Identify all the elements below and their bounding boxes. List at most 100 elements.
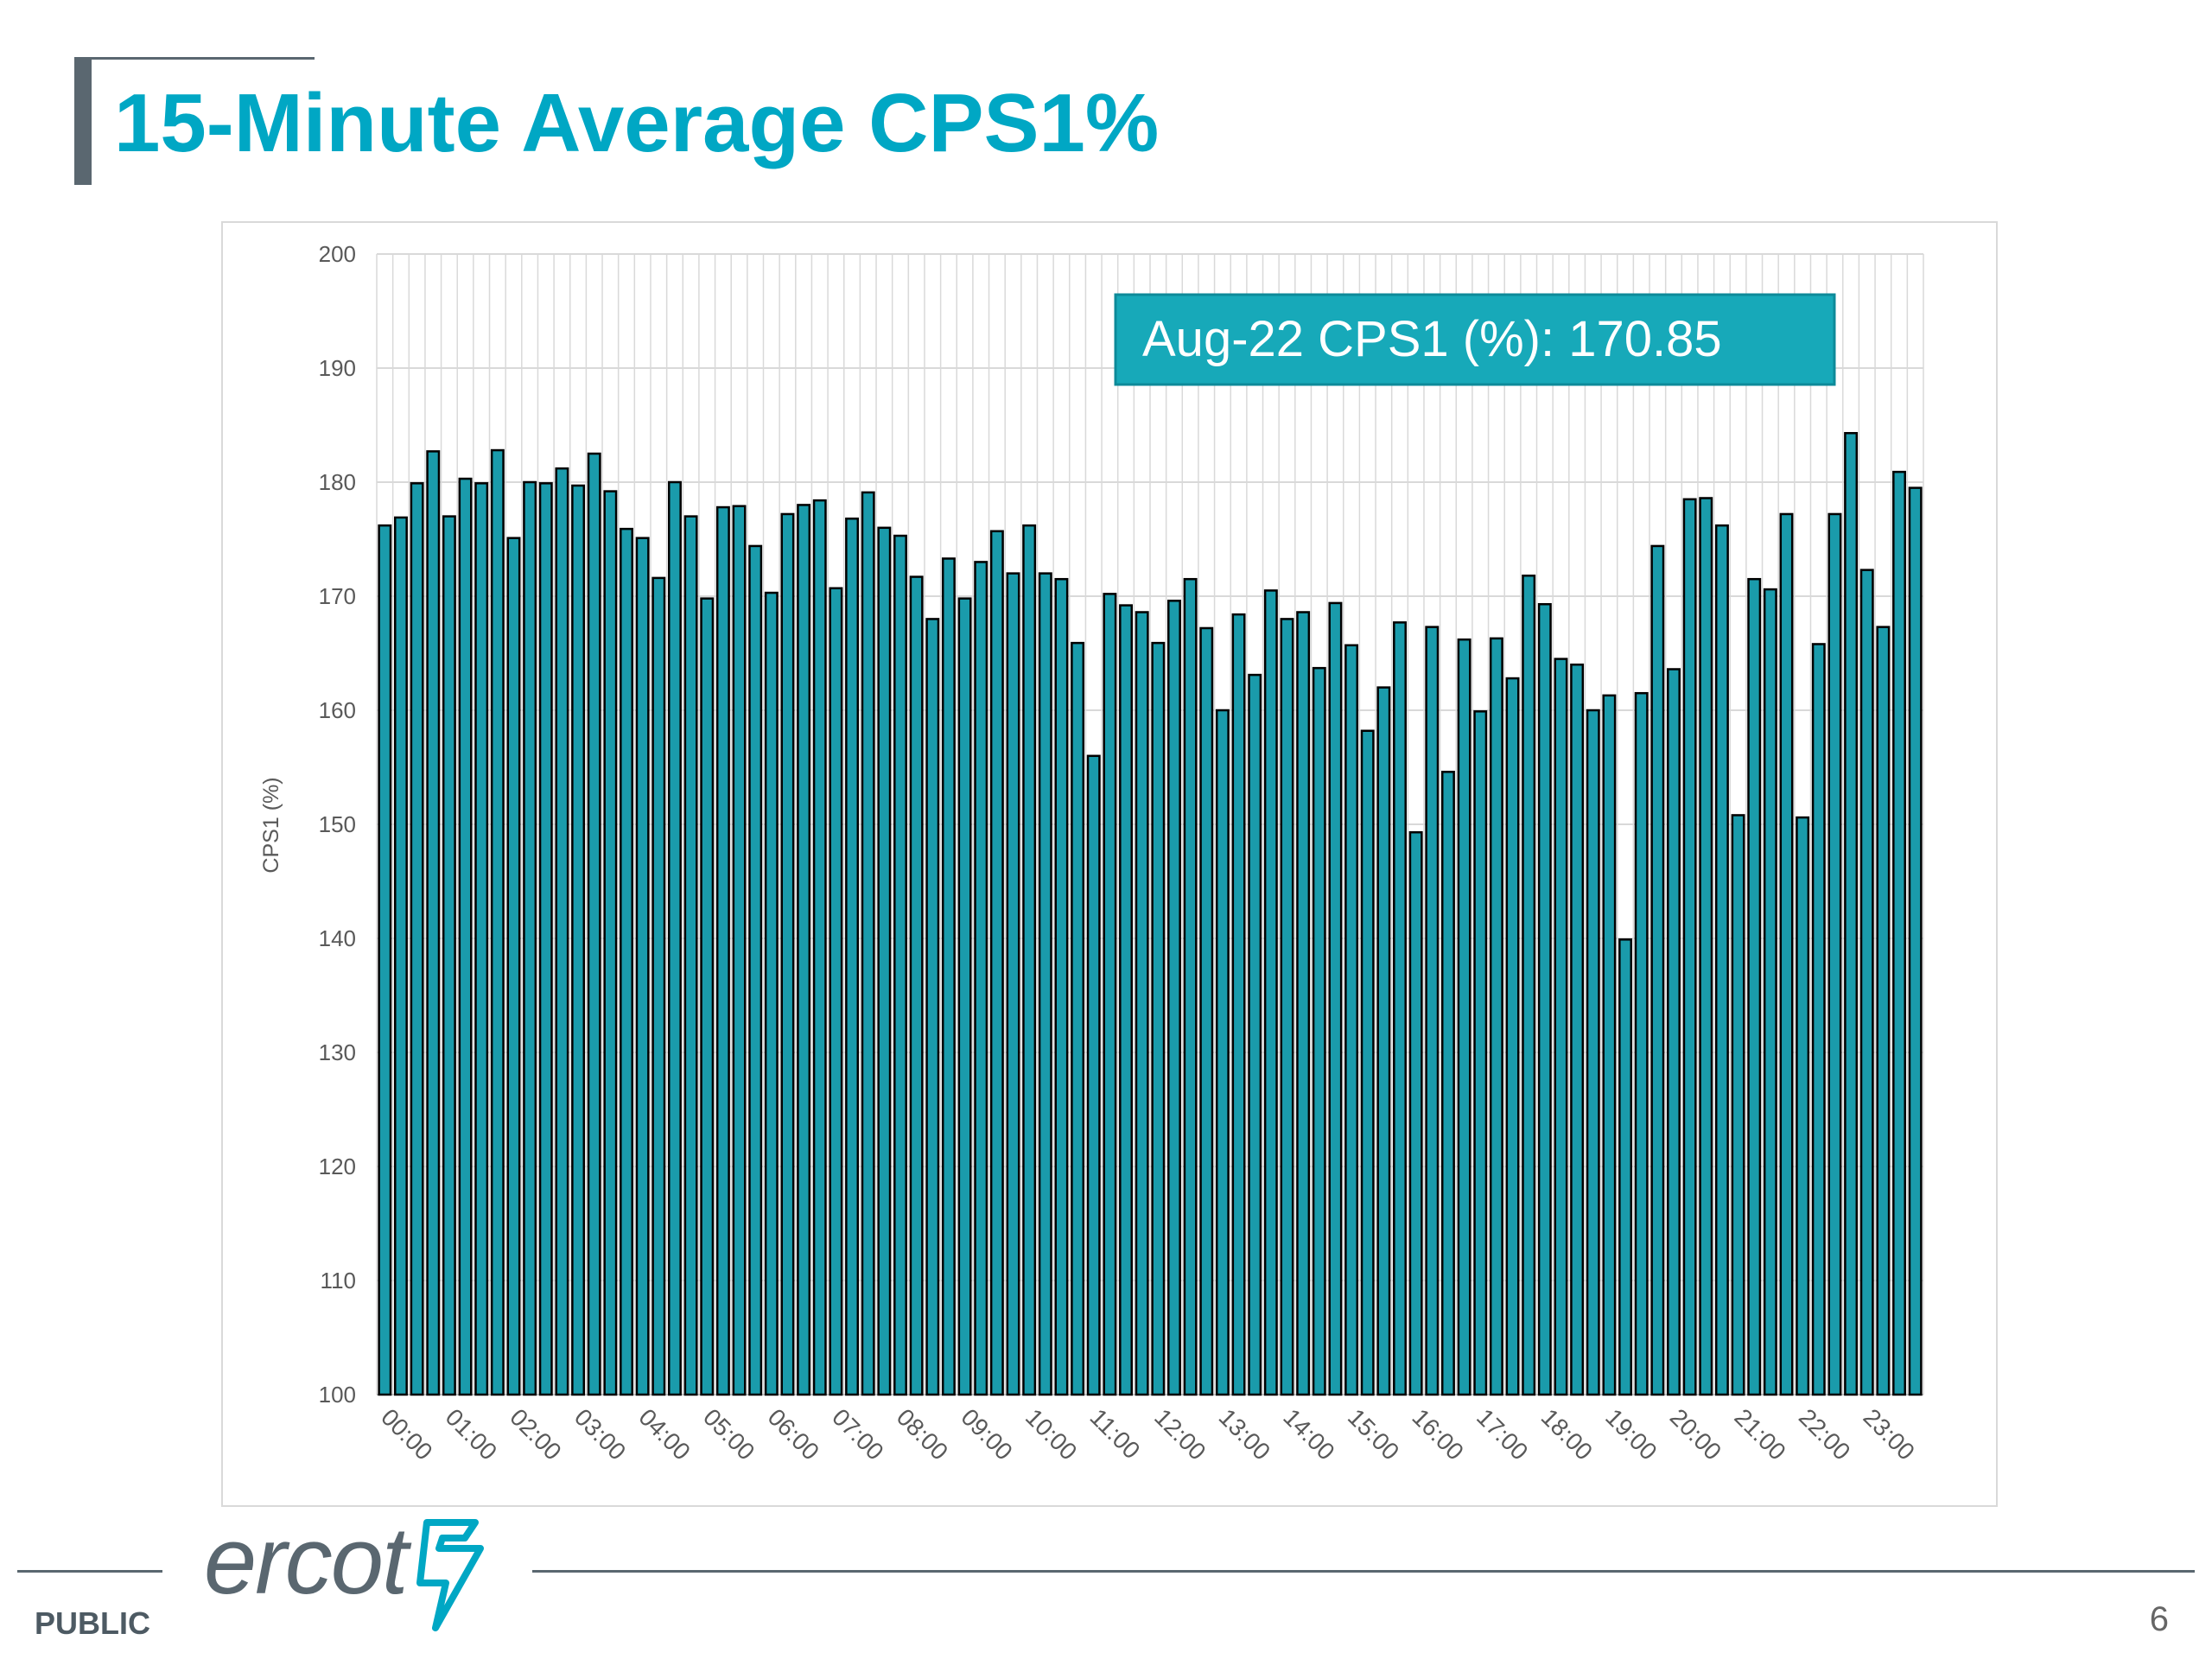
bar bbox=[1103, 593, 1117, 1396]
bar bbox=[845, 517, 860, 1396]
bar bbox=[1248, 673, 1262, 1396]
bar bbox=[1586, 709, 1600, 1396]
y-tick-label: 180 bbox=[319, 469, 356, 495]
bar bbox=[587, 452, 601, 1396]
bar bbox=[1859, 569, 1874, 1396]
bar bbox=[780, 512, 795, 1396]
bar bbox=[378, 524, 392, 1396]
bar bbox=[490, 448, 505, 1396]
bar bbox=[1328, 601, 1343, 1396]
bar bbox=[1119, 604, 1133, 1396]
bar bbox=[555, 467, 569, 1396]
bar bbox=[1602, 694, 1617, 1396]
x-tick-label: 02:00 bbox=[505, 1403, 566, 1465]
y-tick-label: 130 bbox=[319, 1039, 356, 1065]
slide-title: 15-Minute Average CPS1% bbox=[114, 77, 1160, 169]
bar bbox=[925, 618, 940, 1396]
footer-classification-label: PUBLIC bbox=[35, 1605, 150, 1641]
bar bbox=[861, 491, 875, 1396]
y-tick-label: 110 bbox=[321, 1268, 356, 1294]
bar bbox=[1038, 572, 1052, 1396]
bar bbox=[620, 527, 633, 1396]
bar bbox=[1699, 497, 1713, 1396]
bar bbox=[1522, 574, 1536, 1396]
bar bbox=[1006, 572, 1020, 1396]
lightning-bolt-icon bbox=[416, 1519, 484, 1631]
bar bbox=[394, 516, 408, 1396]
title-accent-rule bbox=[74, 57, 315, 60]
y-tick-label: 140 bbox=[319, 925, 356, 951]
bar bbox=[1296, 611, 1311, 1396]
bar bbox=[1714, 524, 1729, 1396]
bar bbox=[732, 505, 747, 1396]
bar bbox=[1425, 626, 1440, 1396]
bar bbox=[458, 477, 473, 1396]
bar bbox=[748, 544, 763, 1396]
bar bbox=[877, 526, 892, 1396]
bar bbox=[1280, 618, 1294, 1396]
page-number: 6 bbox=[2149, 1600, 2169, 1638]
bar bbox=[797, 504, 811, 1396]
bar bbox=[1827, 512, 1842, 1396]
bar bbox=[1408, 830, 1423, 1396]
bar bbox=[1811, 643, 1826, 1396]
bar bbox=[1473, 710, 1488, 1396]
bar bbox=[1667, 668, 1681, 1396]
y-tick-label: 170 bbox=[319, 583, 356, 609]
bar bbox=[506, 537, 521, 1396]
bar bbox=[1199, 626, 1214, 1396]
x-tick-label: 01:00 bbox=[441, 1403, 502, 1465]
y-tick-labels: 100 110 120 130 140 150 160 170 180 190 200 bbox=[319, 241, 356, 1408]
bar bbox=[1151, 641, 1166, 1396]
x-tick-label: 03:00 bbox=[569, 1403, 631, 1465]
bar bbox=[715, 505, 730, 1396]
bar bbox=[1054, 577, 1069, 1396]
x-tick-label: 17:00 bbox=[1471, 1403, 1533, 1465]
bar bbox=[538, 482, 553, 1396]
bar bbox=[1312, 666, 1326, 1396]
bar bbox=[1505, 677, 1520, 1396]
bar bbox=[1263, 589, 1278, 1396]
bar bbox=[1376, 686, 1391, 1396]
bar bbox=[1393, 621, 1407, 1396]
x-tick-label: 04:00 bbox=[633, 1403, 695, 1465]
bar bbox=[1215, 709, 1230, 1396]
bar bbox=[652, 576, 666, 1396]
y-axis-label: CPS1 (%) bbox=[259, 777, 283, 873]
title-accent-bar bbox=[74, 57, 92, 185]
bar bbox=[1634, 691, 1649, 1396]
x-tick-label: 12:00 bbox=[1149, 1403, 1211, 1465]
x-tick-label: 23:00 bbox=[1858, 1403, 1919, 1465]
x-tick-label: 07:00 bbox=[827, 1403, 888, 1465]
y-tick-label: 200 bbox=[319, 241, 356, 267]
bar bbox=[1344, 644, 1359, 1396]
x-tick-label: 19:00 bbox=[1600, 1403, 1662, 1465]
bar bbox=[1763, 588, 1777, 1396]
bar bbox=[1618, 938, 1633, 1396]
bar bbox=[474, 482, 489, 1396]
x-tick-label: 13:00 bbox=[1214, 1403, 1275, 1465]
y-tick-label: 120 bbox=[319, 1154, 356, 1179]
x-tick-label: 10:00 bbox=[1020, 1403, 1082, 1465]
x-tick-label: 14:00 bbox=[1278, 1403, 1339, 1465]
x-tick-label: 09:00 bbox=[956, 1403, 1017, 1465]
bar bbox=[1844, 431, 1859, 1396]
y-tick-label: 190 bbox=[319, 355, 356, 381]
bar bbox=[1682, 498, 1697, 1396]
bar bbox=[1796, 816, 1810, 1396]
bar bbox=[603, 490, 618, 1396]
grid-layer bbox=[376, 253, 1924, 1395]
x-tick-label: 05:00 bbox=[698, 1403, 760, 1465]
bar bbox=[1071, 641, 1085, 1396]
bar bbox=[426, 450, 441, 1396]
bar bbox=[635, 537, 650, 1396]
footer-rule-left bbox=[17, 1570, 162, 1573]
bar bbox=[1554, 658, 1568, 1396]
bar bbox=[1650, 544, 1665, 1396]
annotation-box: Aug-22 CPS1 (%): 170.85 bbox=[1114, 293, 1836, 386]
bar bbox=[1731, 814, 1745, 1396]
bar bbox=[1183, 577, 1198, 1396]
x-tick-label: 11:00 bbox=[1084, 1403, 1145, 1464]
bar-layer bbox=[378, 431, 1923, 1396]
bar bbox=[571, 484, 586, 1396]
